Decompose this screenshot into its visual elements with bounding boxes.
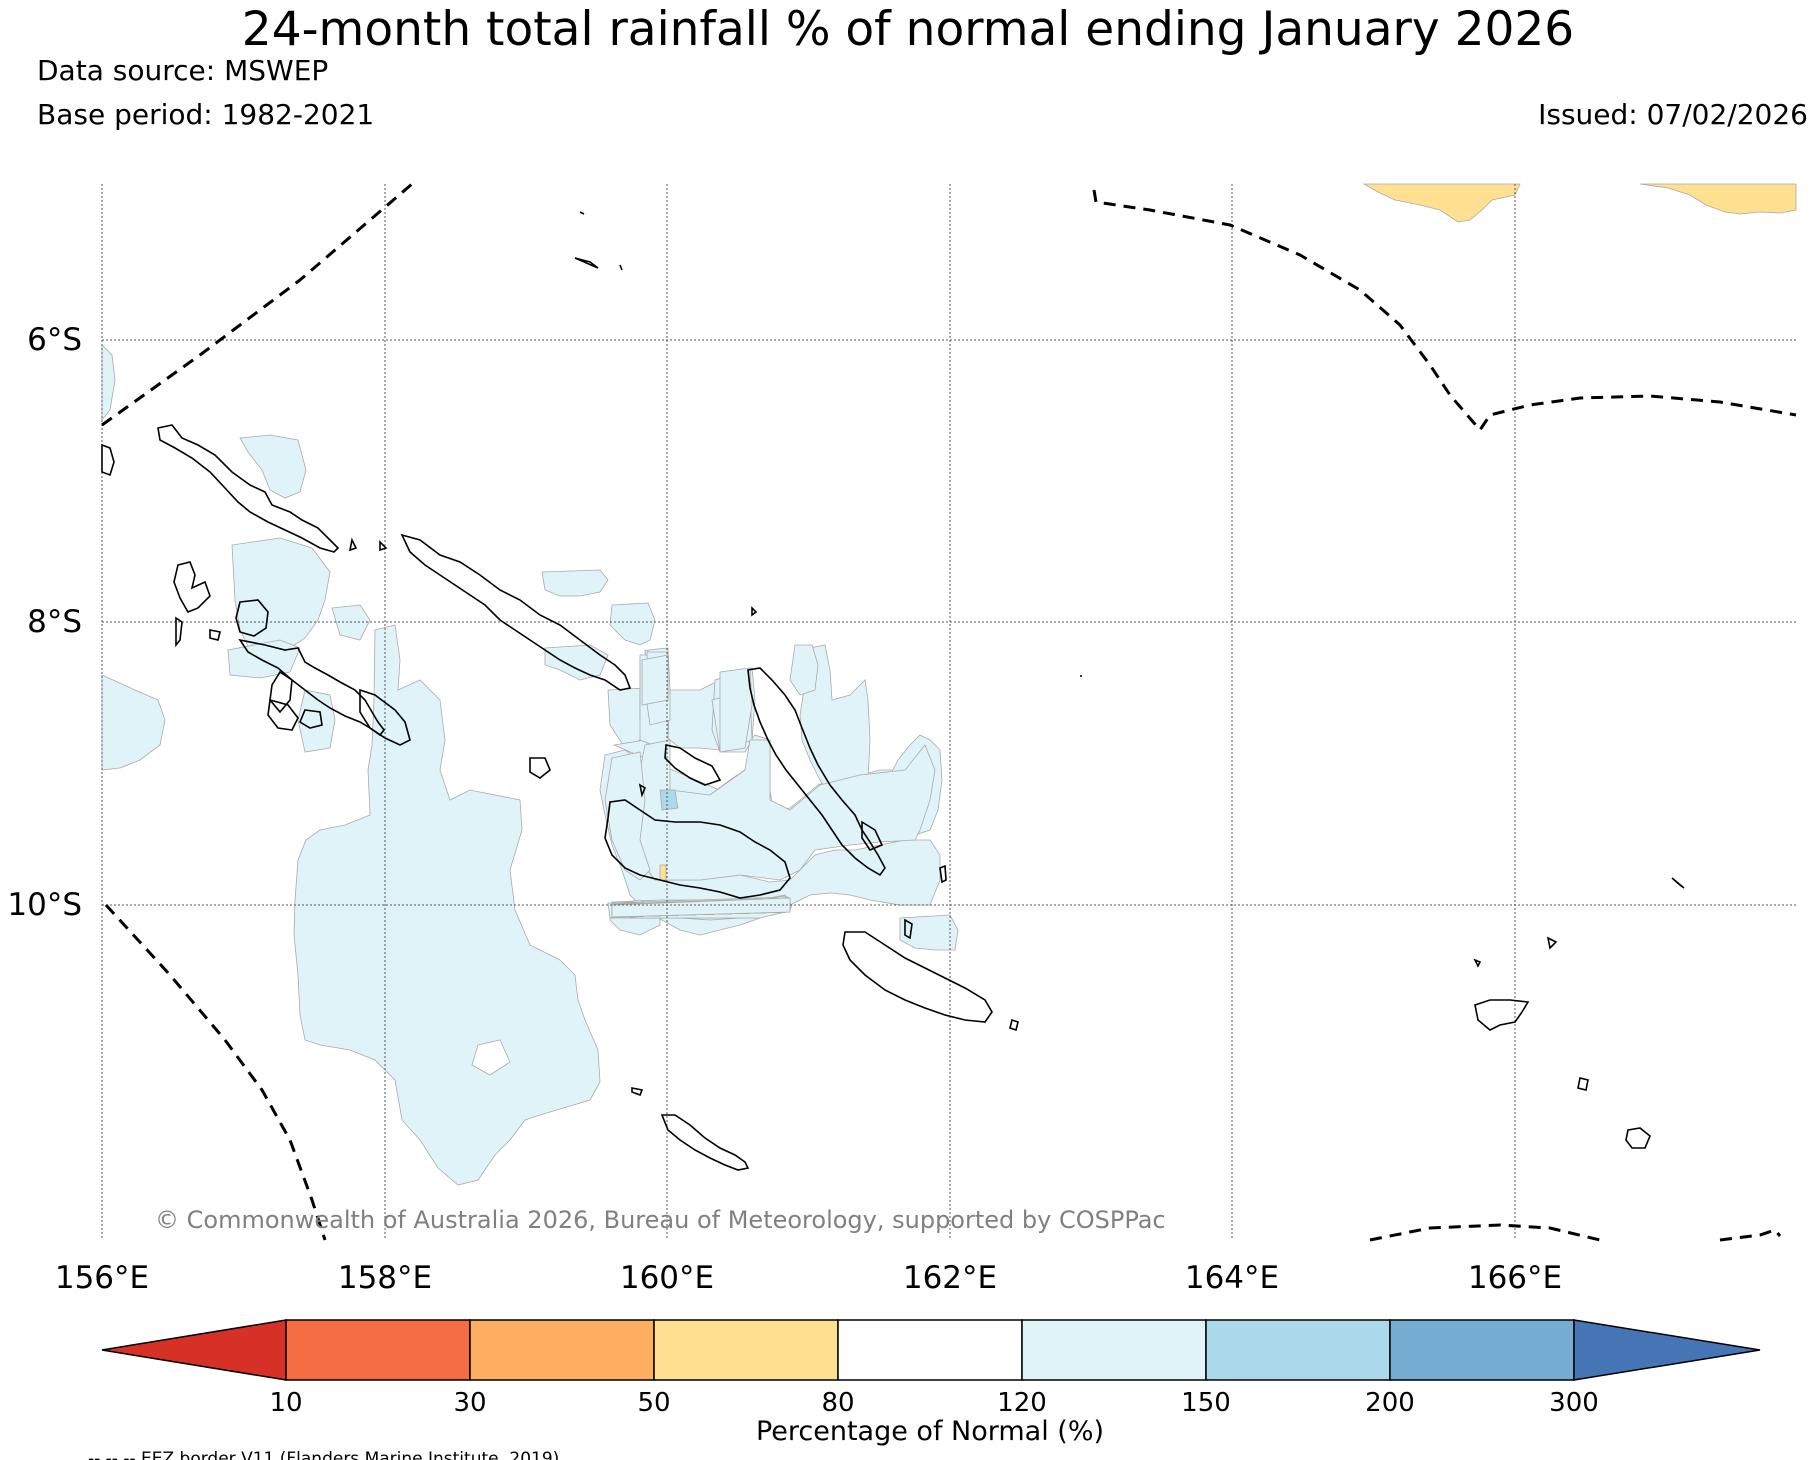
island-russell [529, 757, 551, 779]
colorbar-title: Percentage of Normal (%) [756, 1416, 1104, 1447]
map-title: 24-month total rainfall % of normal endi… [241, 2, 1575, 57]
wet-area-9 [544, 644, 609, 681]
wet-area-3 [231, 537, 331, 656]
wet-area-31 [631, 739, 936, 881]
lon-label: 162°E [903, 1260, 997, 1296]
dry-patch [659, 864, 667, 881]
colorbar-tick-label: 30 [453, 1388, 486, 1418]
colorbar-tick-label: 120 [997, 1388, 1047, 1418]
wet-area-6 [101, 674, 166, 771]
lon-label: 164°E [1185, 1260, 1279, 1296]
island-bougainville-tip [101, 443, 115, 477]
colorbar-segment-150-200 [1205, 1319, 1391, 1381]
lat-label: 6°S [27, 322, 82, 358]
very-wet-patch [659, 789, 679, 811]
eez-borders [101, 182, 1797, 1242]
longitude-labels: 156°E 158°E 160°E 162°E 164°E 166°E [55, 1260, 1562, 1296]
wet-area-30 [641, 654, 669, 706]
island-ontong-1 [579, 211, 585, 215]
wet-area-19 [789, 644, 819, 696]
island-small-1 [348, 537, 358, 552]
island-ontong-2 [574, 257, 599, 269]
colorbar-tick-label: 150 [1181, 1388, 1231, 1418]
dry-area-northeast [1362, 183, 1521, 223]
island-santa-ana [1009, 1018, 1019, 1032]
island-malaita [747, 667, 886, 877]
island-bellona [631, 1087, 644, 1097]
rainfall-shading [101, 183, 1797, 1186]
colorbar-tick-label: 300 [1549, 1388, 1599, 1418]
island-reef-1 [1671, 877, 1685, 889]
island-choiseul [157, 424, 340, 553]
copyright-notice: © Commonwealth of Australia 2026, Bureau… [155, 1206, 1166, 1234]
island-florida [664, 744, 722, 786]
island-nendo [1474, 999, 1530, 1031]
island-utupua [1577, 1077, 1589, 1091]
colorbar-tick-label: 50 [637, 1388, 670, 1418]
coastlines [101, 211, 1685, 1171]
colorbar-segment-10-30 [285, 1319, 471, 1381]
lat-label: 8°S [27, 604, 82, 640]
colorbar-segment-120-150 [1021, 1319, 1207, 1381]
colorbar-tick-label: 80 [821, 1388, 854, 1418]
island-santa-isabel [400, 533, 632, 691]
wet-area-15 [541, 569, 609, 597]
island-ndai [751, 606, 758, 617]
issued-date: Issued: 07/02/2026 [1538, 98, 1808, 131]
wet-area-5 [227, 639, 301, 679]
lon-label: 166°E [1468, 1260, 1562, 1296]
colorbar-tick-label: 10 [269, 1388, 302, 1418]
island-kolombangara [235, 599, 269, 637]
island-tetepare [298, 709, 323, 729]
wet-area-90 [611, 897, 791, 918]
island-makira [842, 931, 993, 1023]
gridlines [101, 184, 1796, 1240]
colorbar-segment-30-50 [469, 1319, 655, 1381]
wet-area-1 [101, 344, 116, 422]
island-ugi [904, 918, 913, 940]
island-rendova [209, 629, 221, 641]
lon-label: 156°E [55, 1260, 149, 1296]
island-ulawa [939, 864, 947, 884]
latitude-labels: 6°S 8°S 10°S [7, 322, 82, 923]
base-period: Base period: 1982-2021 [37, 98, 375, 131]
colorbar-tick-label: 200 [1365, 1388, 1415, 1418]
island-marovo [359, 688, 411, 746]
dry-hole-1 [471, 1039, 511, 1076]
colorbar-segment-80-120 [837, 1319, 1023, 1381]
colorbar-segment-below-10 [101, 1319, 287, 1381]
colorbar-segment-200-300 [1389, 1319, 1575, 1381]
island-vanikoro [1625, 1127, 1651, 1149]
colorbar [101, 1319, 1761, 1381]
island-vella [173, 561, 211, 614]
lon-label: 160°E [620, 1260, 714, 1296]
island-rennell [660, 1114, 750, 1171]
island-savo [638, 783, 647, 798]
island-ranongga [175, 616, 183, 648]
wet-area-makira [899, 914, 959, 951]
data-source: Data source: MSWEP [37, 54, 329, 87]
wet-area-32 [719, 667, 753, 753]
island-ontong-3 [619, 264, 623, 271]
wet-area-16 [609, 602, 656, 646]
colorbar-segment-above-300 [1573, 1319, 1761, 1381]
island-guadalcanal [604, 799, 791, 899]
colorbar-segment-50-80 [653, 1319, 839, 1381]
wet-area-2 [239, 434, 307, 499]
lat-label: 10°S [7, 887, 82, 923]
dry-area-northeast-2 [1639, 183, 1797, 215]
lon-label: 158°E [338, 1260, 432, 1296]
island-duff [1546, 936, 1558, 950]
colorbar-ticks: 10 30 50 80 120 150 200 300 [269, 1388, 1598, 1418]
island-vangunu [267, 698, 299, 731]
eez-note: -- -- -- EEZ border V11 (Flanders Marine… [88, 1449, 559, 1460]
island-tinakula [1473, 958, 1482, 968]
island-small-2 [379, 540, 388, 552]
island-gatokae [269, 670, 293, 714]
island-small-malaita [861, 820, 884, 851]
